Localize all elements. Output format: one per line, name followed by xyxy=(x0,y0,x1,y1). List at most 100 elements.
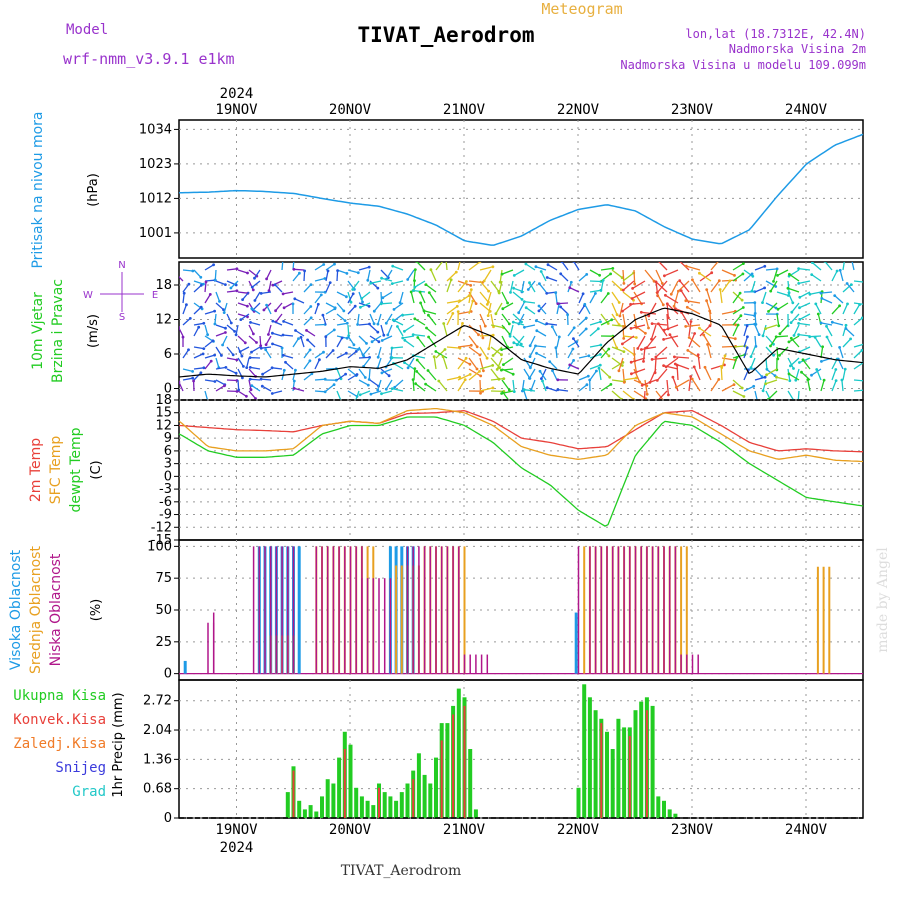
precip-bar-total xyxy=(348,744,353,818)
wind-arrow xyxy=(646,335,657,349)
wind-arrow-head xyxy=(501,307,505,311)
wind-arrow xyxy=(468,335,478,348)
wind-arrow xyxy=(488,335,492,349)
wind-arrow-head xyxy=(606,292,610,295)
wind-arrow-head xyxy=(609,272,612,276)
wind-arrow xyxy=(193,269,202,278)
wind-arrow-head xyxy=(204,280,208,284)
wind-arrow xyxy=(831,380,837,392)
wind-arrow xyxy=(685,300,701,304)
wind-arrow-head xyxy=(838,346,841,349)
wind-arrow-head xyxy=(267,289,271,293)
wind-arrow-head xyxy=(248,356,252,359)
wind-arrow xyxy=(578,375,589,381)
wind-arrow xyxy=(809,291,822,295)
wind-arrow xyxy=(358,302,370,307)
wind-arrow xyxy=(754,287,765,293)
wind-arrow xyxy=(215,357,220,368)
wind-arrow-head xyxy=(199,275,203,279)
wind-arrow-head xyxy=(246,271,249,275)
wind-arrow-head xyxy=(674,307,677,310)
wind-arrow xyxy=(765,268,778,271)
wind-arrow-head xyxy=(655,400,658,403)
top-day-label: 19NOV xyxy=(215,102,258,118)
wind-arrow xyxy=(765,357,768,370)
precip-bar-total xyxy=(325,779,330,818)
wind-arrow-head xyxy=(820,360,823,363)
wind-arrow-head xyxy=(797,401,800,404)
wind-arrow xyxy=(641,379,657,386)
wind-arrow xyxy=(673,291,679,307)
wind-arrow-head xyxy=(840,378,844,382)
wind-arrow-head xyxy=(606,322,610,325)
precip-bar-total xyxy=(667,809,672,818)
wind-arrow-head xyxy=(835,269,839,273)
y-tick-label: 100 xyxy=(147,539,172,554)
wind-arrow xyxy=(674,356,690,359)
y-tick-label: 0 xyxy=(164,667,172,682)
wind-arrow xyxy=(215,302,224,311)
wind-arrow xyxy=(486,291,492,305)
wind-arrow xyxy=(479,302,491,312)
wind-arrow-head xyxy=(801,358,805,362)
wind-arrow-head xyxy=(201,352,205,356)
wind-arrow xyxy=(325,270,329,282)
wind-arrow xyxy=(710,280,720,293)
wind-arrow xyxy=(427,370,437,381)
wind-arrow-head xyxy=(528,376,531,380)
wind-arrow xyxy=(706,289,712,304)
wind-arrow xyxy=(578,317,587,326)
wind-arrow xyxy=(630,324,646,330)
wind-arrow-head xyxy=(774,335,778,339)
wind-arrow-head xyxy=(537,309,541,313)
lonlat-label: lon,lat (18.7312E, 42.4N) xyxy=(685,27,866,41)
precip-bar-total xyxy=(359,796,364,818)
wind-arrow xyxy=(446,346,460,349)
wind-arrow-head xyxy=(750,289,754,293)
panels: 1001 1012 1023 1034 Pritisak na nivou mora (h… xyxy=(8,86,864,856)
wind-arrow-head xyxy=(572,359,575,362)
wind-arrow-head xyxy=(545,386,549,390)
wind-arrow-head xyxy=(554,346,558,350)
wind-arrow xyxy=(248,390,256,399)
wind-arrow xyxy=(226,357,237,361)
wind-arrow xyxy=(414,280,426,288)
wind-arrow-head xyxy=(372,309,376,313)
wind-arrow xyxy=(776,291,789,297)
y-tick-label: 18 xyxy=(155,393,172,408)
wind-arrow xyxy=(325,302,336,309)
wind-arrow-head xyxy=(631,287,634,290)
wind-arrow-head xyxy=(540,377,543,380)
wind-arrow xyxy=(665,357,679,368)
wind-arrow-head xyxy=(242,365,245,368)
wind-arrow-head xyxy=(672,304,676,308)
precip-bar-conv xyxy=(440,740,443,818)
wind-arrow-head xyxy=(502,363,505,366)
compass-east: E xyxy=(152,290,158,301)
wind-arrow-head xyxy=(535,351,538,355)
wind-arrow-head xyxy=(789,336,793,340)
wind-arrow xyxy=(541,380,547,392)
wind-arrow-head xyxy=(668,333,672,336)
wind-arrow xyxy=(262,368,272,375)
wind-arrow-head xyxy=(787,340,791,344)
precip-bar-total xyxy=(314,811,319,818)
precip-bar-total xyxy=(337,757,342,818)
wind-arrow-head xyxy=(569,280,573,284)
wind-arrow xyxy=(535,345,547,348)
wind-arrow xyxy=(549,361,558,370)
wind-arrow xyxy=(336,270,339,282)
wind-arrow-head xyxy=(846,302,849,306)
wind-arrow xyxy=(633,368,641,383)
wind-arrow xyxy=(387,324,393,336)
wind-arrow xyxy=(237,379,240,390)
wind-arrow-head xyxy=(471,299,475,303)
wind-arrow xyxy=(754,368,763,378)
wind-arrow xyxy=(820,291,833,294)
wind-arrow-head xyxy=(454,270,458,274)
wind-arrow-head xyxy=(789,321,793,324)
wind-arrow-head xyxy=(274,309,277,313)
wind-arrow-head xyxy=(821,345,824,349)
